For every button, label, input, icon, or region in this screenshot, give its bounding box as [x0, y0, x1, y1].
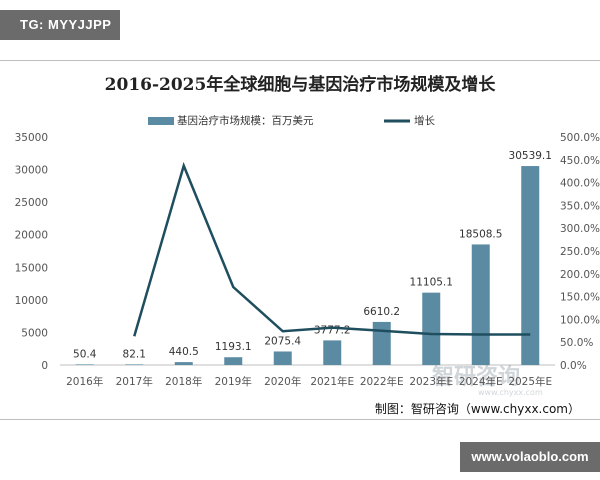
y-left-tick-label: 20000	[15, 230, 48, 242]
watermark-url: www.chyxx.com	[478, 388, 543, 397]
bar-data-label: 50.4	[73, 348, 97, 360]
tag-badge: TG: MYYJJPP	[0, 10, 120, 40]
y-right-tick-label: 450.0%	[560, 155, 600, 167]
bar-data-label: 6610.2	[363, 306, 400, 318]
url-badge: www.volaoblo.com	[460, 442, 600, 472]
y-left-tick-label: 30000	[15, 165, 48, 177]
chart-frame	[0, 60, 600, 420]
y-right-tick-label: 50.0%	[560, 337, 593, 349]
bar-data-label: 1193.1	[215, 341, 252, 353]
y-left-tick-label: 5000	[21, 327, 48, 339]
watermark: 智研咨询 www.chyxx.com	[432, 364, 543, 397]
bar-data-label: 82.1	[123, 348, 146, 360]
y-right-tick-label: 0.0%	[560, 360, 587, 372]
x-tick-label: 2019年	[215, 375, 252, 388]
bar	[372, 321, 391, 365]
y-left-tick-label: 0	[41, 360, 48, 372]
bar-data-labels: 50.4 82.1 440.5 1193.1 2075.4 3777.2 6610.2 111…	[73, 150, 552, 360]
y-right-tick-label: 250.0%	[560, 246, 600, 258]
x-axis: 2016年 2017年 2018年 2019年 2020年 2021年E 2022年E 202…	[66, 375, 552, 388]
x-tick-label: 2023年E	[409, 375, 453, 388]
x-tick-label: 2020年	[264, 375, 301, 388]
legend-bar-label: 基因治疗市场规模：百万美元	[177, 114, 314, 127]
bar-data-label: 18508.5	[459, 228, 502, 240]
y-left-tick-label: 25000	[15, 197, 48, 209]
y-right-tick-label: 350.0%	[560, 200, 600, 212]
bar	[224, 357, 243, 365]
x-tick-label: 2022年E	[360, 375, 404, 388]
x-tick-label: 2021年E	[310, 375, 354, 388]
source-note: 制图：智研咨询（www.chyxx.com）	[375, 401, 580, 416]
y-right-tick-label: 500.0%	[560, 132, 600, 144]
bar-data-label: 11105.1	[410, 277, 453, 289]
bar-data-label: 440.5	[169, 346, 199, 358]
y-right-tick-label: 150.0%	[560, 292, 600, 304]
bar	[422, 292, 441, 365]
x-tick-label: 2017年	[116, 375, 153, 388]
chart-title: 2016-2025年全球细胞与基因治疗市场规模及增长	[105, 74, 497, 95]
right-axis: 0.0% 50.0% 100.0% 150.0% 200.0% 250.0% 300.0% 3…	[560, 132, 600, 372]
bar	[521, 166, 540, 365]
legend-line-label: 增长	[414, 114, 435, 127]
y-left-tick-label: 35000	[15, 132, 48, 144]
bar	[125, 364, 144, 365]
y-left-tick-label: 15000	[15, 262, 48, 274]
line-series	[133, 161, 531, 337]
left-axis: 0 5000 10000 15000 20000 25000 30000 35000	[15, 132, 48, 372]
y-right-tick-label: 400.0%	[560, 178, 600, 190]
bar	[75, 364, 94, 365]
x-tick-label: 2016年	[66, 375, 103, 388]
watermark-text: 智研咨询	[432, 364, 520, 390]
y-right-tick-label: 100.0%	[560, 314, 600, 326]
y-right-tick-label: 300.0%	[560, 223, 600, 235]
bar	[323, 340, 342, 365]
bar-data-label: 3777.2	[314, 324, 351, 336]
bar-data-label: 2075.4	[264, 335, 301, 347]
legend-bar-swatch	[148, 117, 174, 125]
bar-data-label: 30539.1	[509, 150, 552, 162]
legend: 基因治疗市场规模：百万美元 增长	[148, 114, 435, 127]
growth-line	[133, 161, 531, 337]
bar	[471, 244, 490, 365]
x-tick-label: 2018年	[165, 375, 202, 388]
x-tick-label: 2024年E	[459, 375, 503, 388]
x-tick-label: 2025年E	[508, 375, 552, 388]
y-right-tick-label: 200.0%	[560, 269, 600, 281]
bar	[273, 351, 292, 365]
y-left-tick-label: 10000	[15, 295, 48, 307]
bar	[174, 362, 193, 365]
